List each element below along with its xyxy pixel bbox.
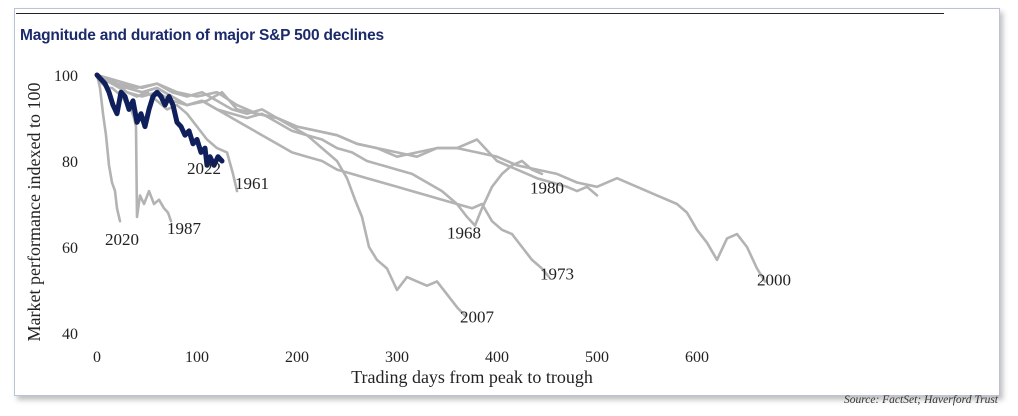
top-rule <box>16 13 944 14</box>
series-label-1968: 1968 <box>447 223 481 242</box>
chart-frame <box>14 8 1000 396</box>
series-line-1987 <box>95 73 173 223</box>
source-note: Source: FactSet; Haverford Trust <box>843 394 998 406</box>
series-label-1961: 1961 <box>235 174 269 193</box>
x-tick-label: 600 <box>685 349 709 366</box>
series-label-2000: 2000 <box>757 271 791 290</box>
series-line-2022 <box>94 72 225 168</box>
x-tick-label: 0 <box>93 349 101 366</box>
y-tick-label: 80 <box>62 154 78 171</box>
series-label-1987: 1987 <box>167 219 202 238</box>
y-tick-label: 100 <box>54 68 78 85</box>
x-axis-title: Trading days from peak to trough <box>351 367 593 387</box>
x-tick-label: 400 <box>485 349 509 366</box>
series-label-2020: 2020 <box>105 230 139 249</box>
y-tick-label: 60 <box>62 240 78 257</box>
series-line-2020 <box>95 73 122 223</box>
series-label-2022: 2022 <box>187 159 221 178</box>
series-lines <box>94 72 767 318</box>
series-line-2007 <box>95 73 467 318</box>
x-tick-label: 500 <box>585 349 609 366</box>
y-tick-label: 40 <box>62 326 78 343</box>
x-tick-label: 100 <box>185 349 209 366</box>
series-labels: 2020 1987 2022 1961 1980 1968 1973 2007 2000 <box>105 159 791 326</box>
series-label-1973: 1973 <box>540 264 574 283</box>
y-ticks: 40 60 80 100 <box>54 68 78 343</box>
series-label-1980: 1980 <box>530 178 564 197</box>
x-tick-label: 200 <box>285 349 309 366</box>
x-ticks: 0 100 200 300 400 500 600 <box>93 349 709 366</box>
series-line-2000 <box>95 73 767 283</box>
series-line-1968 <box>95 73 544 227</box>
y-axis-title: Market performance indexed to 100 <box>24 83 44 342</box>
series-label-2007: 2007 <box>460 307 495 326</box>
x-tick-label: 300 <box>385 349 409 366</box>
chart-title: Magnitude and duration of major S&P 500 … <box>20 27 384 44</box>
